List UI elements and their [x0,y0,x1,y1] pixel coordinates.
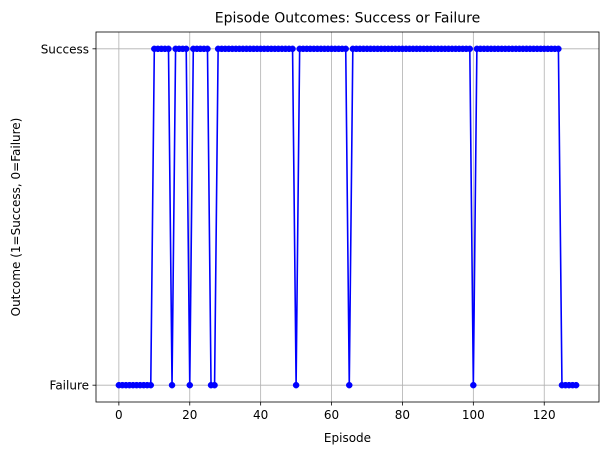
y-axis-ticks: Failure Success [41,42,96,393]
x-tick-label: 20 [182,408,197,422]
data-point [346,381,353,389]
x-tick-label: 100 [462,408,485,422]
data-point [186,381,194,389]
x-tick-label: 0 [115,408,123,422]
chart-title: Episode Outcomes: Success or Failure [215,11,480,27]
x-axis-ticks: 0 20 40 60 80 100 120 [115,402,556,422]
data-point [204,45,211,53]
y-tick-label: Failure [50,379,89,393]
data-point [470,381,477,389]
x-tick-label: 120 [533,408,556,422]
data-point [211,381,218,389]
x-tick-label: 40 [253,408,268,422]
data-point [555,45,562,53]
data-point [147,381,155,389]
data-point [168,381,176,389]
x-axis-label: Episode [324,431,371,445]
data-point [342,45,349,53]
y-tick-label: Success [41,42,89,56]
data-point [572,381,580,389]
y-axis-label: Outcome (1=Success, 0=Failure) [9,118,23,317]
x-tick-label: 80 [395,408,410,422]
x-tick-label: 60 [324,408,339,422]
data-point [182,45,190,53]
data-point [289,45,296,53]
plot-frame [95,31,600,403]
data-point [466,45,474,53]
series-layer [115,45,580,389]
data-point [165,45,172,53]
data-point [292,381,300,389]
